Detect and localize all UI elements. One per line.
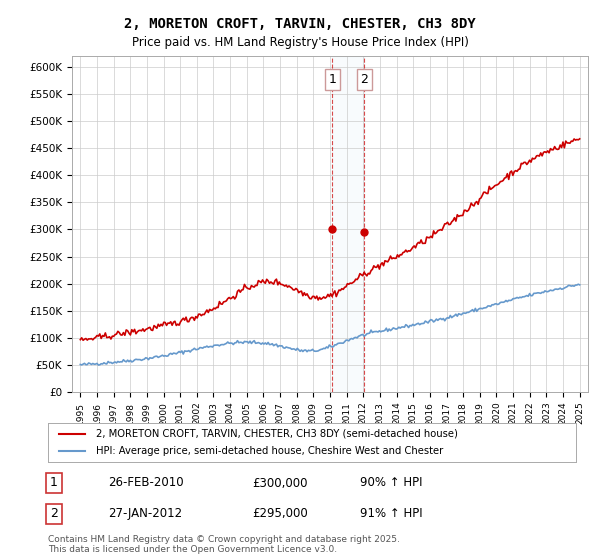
Text: £300,000: £300,000 <box>252 477 308 489</box>
Text: HPI: Average price, semi-detached house, Cheshire West and Chester: HPI: Average price, semi-detached house,… <box>95 446 443 456</box>
Text: 1: 1 <box>329 73 337 86</box>
Text: 90% ↑ HPI: 90% ↑ HPI <box>360 477 422 489</box>
Text: 2, MORETON CROFT, TARVIN, CHESTER, CH3 8DY: 2, MORETON CROFT, TARVIN, CHESTER, CH3 8… <box>124 17 476 31</box>
Text: 2: 2 <box>361 73 368 86</box>
Text: 1: 1 <box>50 477 58 489</box>
Text: 26-FEB-2010: 26-FEB-2010 <box>108 477 184 489</box>
Text: Contains HM Land Registry data © Crown copyright and database right 2025.
This d: Contains HM Land Registry data © Crown c… <box>48 535 400 554</box>
Text: 91% ↑ HPI: 91% ↑ HPI <box>360 507 422 520</box>
Bar <box>332 56 364 392</box>
Text: 2, MORETON CROFT, TARVIN, CHESTER, CH3 8DY (semi-detached house): 2, MORETON CROFT, TARVIN, CHESTER, CH3 8… <box>95 429 457 439</box>
Text: 27-JAN-2012: 27-JAN-2012 <box>108 507 182 520</box>
Text: £295,000: £295,000 <box>252 507 308 520</box>
Text: 2: 2 <box>50 507 58 520</box>
Text: Price paid vs. HM Land Registry's House Price Index (HPI): Price paid vs. HM Land Registry's House … <box>131 36 469 49</box>
